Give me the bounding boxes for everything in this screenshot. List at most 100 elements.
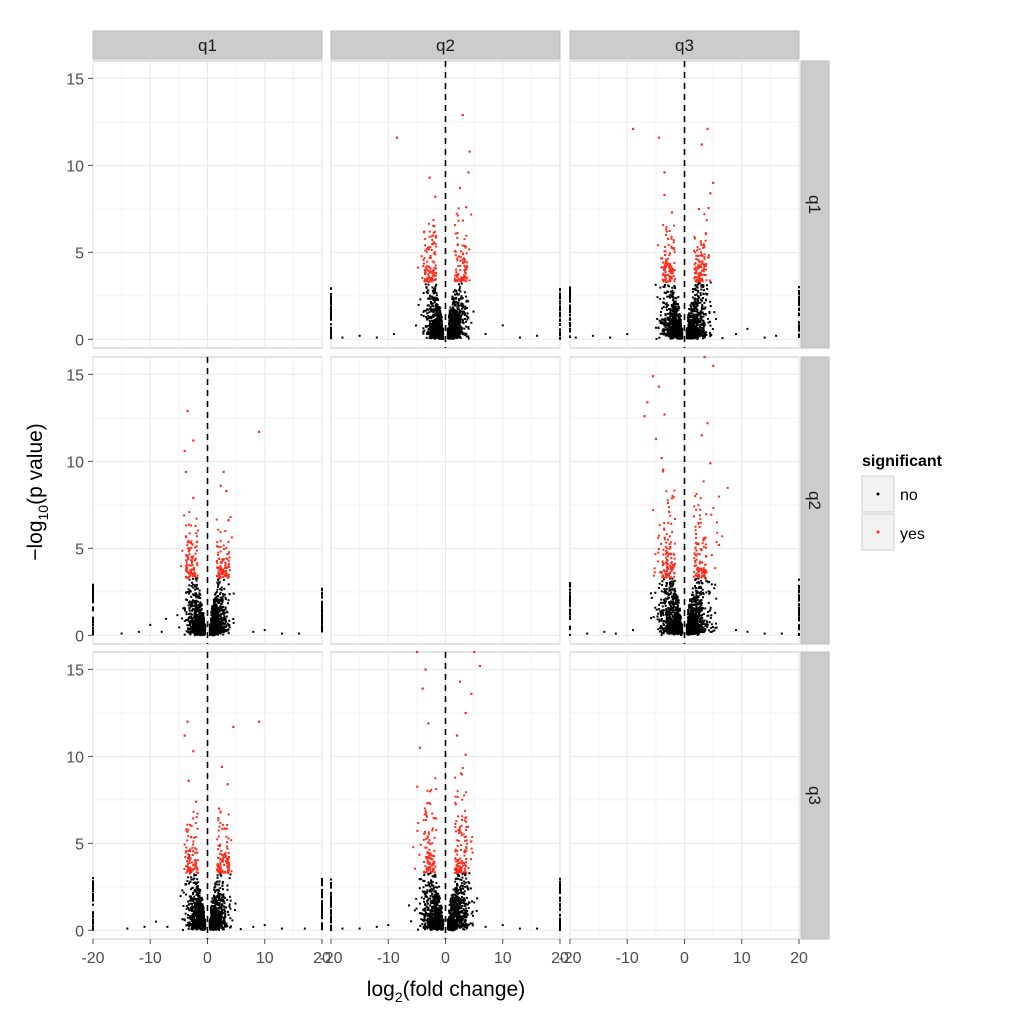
- point-not-significant: [696, 336, 699, 339]
- point-significant: [220, 560, 223, 563]
- point-not-significant: [195, 605, 198, 608]
- point-not-significant: [694, 334, 697, 337]
- point-not-significant: [696, 302, 699, 305]
- point-not-significant: [435, 333, 438, 336]
- point-not-significant: [330, 299, 332, 302]
- point-not-significant: [659, 320, 662, 323]
- point-not-significant: [431, 324, 434, 327]
- point-not-significant: [466, 307, 469, 310]
- point-not-significant: [664, 319, 667, 322]
- point-significant: [424, 279, 427, 282]
- point-not-significant: [455, 332, 458, 335]
- point-significant: [427, 273, 430, 276]
- point-significant: [428, 280, 431, 283]
- point-not-significant: [697, 328, 700, 331]
- point-not-significant: [197, 630, 200, 633]
- point-significant: [193, 575, 196, 578]
- point-significant: [704, 239, 707, 242]
- point-not-significant: [194, 594, 197, 597]
- point-significant: [424, 249, 427, 252]
- point-not-significant: [700, 333, 703, 336]
- point-not-significant: [467, 327, 470, 330]
- point-significant: [668, 230, 671, 233]
- point-not-significant: [701, 337, 704, 340]
- point-not-significant: [194, 616, 197, 619]
- point-significant: [465, 266, 468, 269]
- point-not-significant: [662, 328, 665, 331]
- point-not-significant: [656, 296, 659, 299]
- point-not-significant: [461, 318, 464, 321]
- point-not-significant: [798, 324, 800, 327]
- point-significant: [185, 564, 188, 567]
- point-significant: [216, 567, 219, 570]
- point-not-significant: [440, 321, 443, 324]
- point-not-significant: [452, 315, 455, 318]
- point-not-significant: [669, 337, 672, 340]
- point-not-significant: [435, 306, 438, 309]
- point-significant: [702, 246, 705, 249]
- point-significant: [222, 470, 225, 473]
- point-significant: [429, 257, 432, 260]
- point-not-significant: [674, 313, 677, 316]
- point-not-significant: [197, 627, 200, 630]
- point-significant: [434, 235, 437, 238]
- point-not-significant: [658, 336, 661, 339]
- point-not-significant: [704, 313, 707, 316]
- point-not-significant: [456, 327, 459, 330]
- point-not-significant: [458, 323, 461, 326]
- point-not-significant: [697, 291, 700, 294]
- point-not-significant: [427, 308, 430, 311]
- point-not-significant: [222, 622, 225, 625]
- point-significant: [661, 278, 664, 281]
- point-not-significant: [501, 324, 504, 327]
- point-significant: [222, 576, 225, 579]
- point-not-significant: [428, 324, 431, 327]
- point-not-significant: [430, 333, 433, 336]
- point-not-significant: [232, 618, 235, 621]
- point-not-significant: [431, 286, 434, 289]
- point-not-significant: [192, 586, 195, 589]
- point-significant: [465, 276, 468, 279]
- point-not-significant: [427, 332, 430, 335]
- point-significant: [190, 568, 193, 571]
- point-significant: [222, 571, 225, 574]
- point-not-significant: [459, 326, 462, 329]
- point-not-significant: [664, 326, 667, 329]
- point-not-significant: [216, 595, 219, 598]
- point-not-significant: [448, 309, 451, 312]
- point-not-significant: [220, 586, 223, 589]
- point-significant: [665, 280, 668, 283]
- point-not-significant: [694, 298, 697, 301]
- point-not-significant: [449, 325, 452, 328]
- point-not-significant: [439, 307, 442, 310]
- point-not-significant: [462, 321, 465, 324]
- point-not-significant: [703, 323, 706, 326]
- point-not-significant: [703, 289, 706, 292]
- point-significant: [432, 234, 435, 237]
- point-not-significant: [441, 329, 444, 332]
- point-not-significant: [198, 604, 201, 607]
- point-not-significant: [224, 620, 227, 623]
- point-not-significant: [200, 609, 203, 612]
- point-significant: [695, 279, 698, 282]
- point-significant: [229, 516, 232, 519]
- point-not-significant: [196, 619, 199, 622]
- point-not-significant: [666, 327, 669, 330]
- point-not-significant: [330, 315, 332, 318]
- point-not-significant: [202, 622, 205, 625]
- point-not-significant: [196, 604, 199, 607]
- point-not-significant: [664, 292, 667, 295]
- point-significant: [191, 575, 194, 578]
- point-not-significant: [210, 626, 213, 629]
- point-significant: [462, 275, 465, 278]
- point-not-significant: [798, 302, 800, 305]
- point-not-significant: [692, 330, 695, 333]
- point-not-significant: [432, 327, 435, 330]
- point-not-significant: [798, 328, 800, 331]
- point-significant: [667, 257, 670, 260]
- point-not-significant: [451, 303, 454, 306]
- point-not-significant: [484, 333, 487, 336]
- point-not-significant: [691, 325, 694, 328]
- point-not-significant: [675, 320, 678, 323]
- point-significant: [700, 274, 703, 277]
